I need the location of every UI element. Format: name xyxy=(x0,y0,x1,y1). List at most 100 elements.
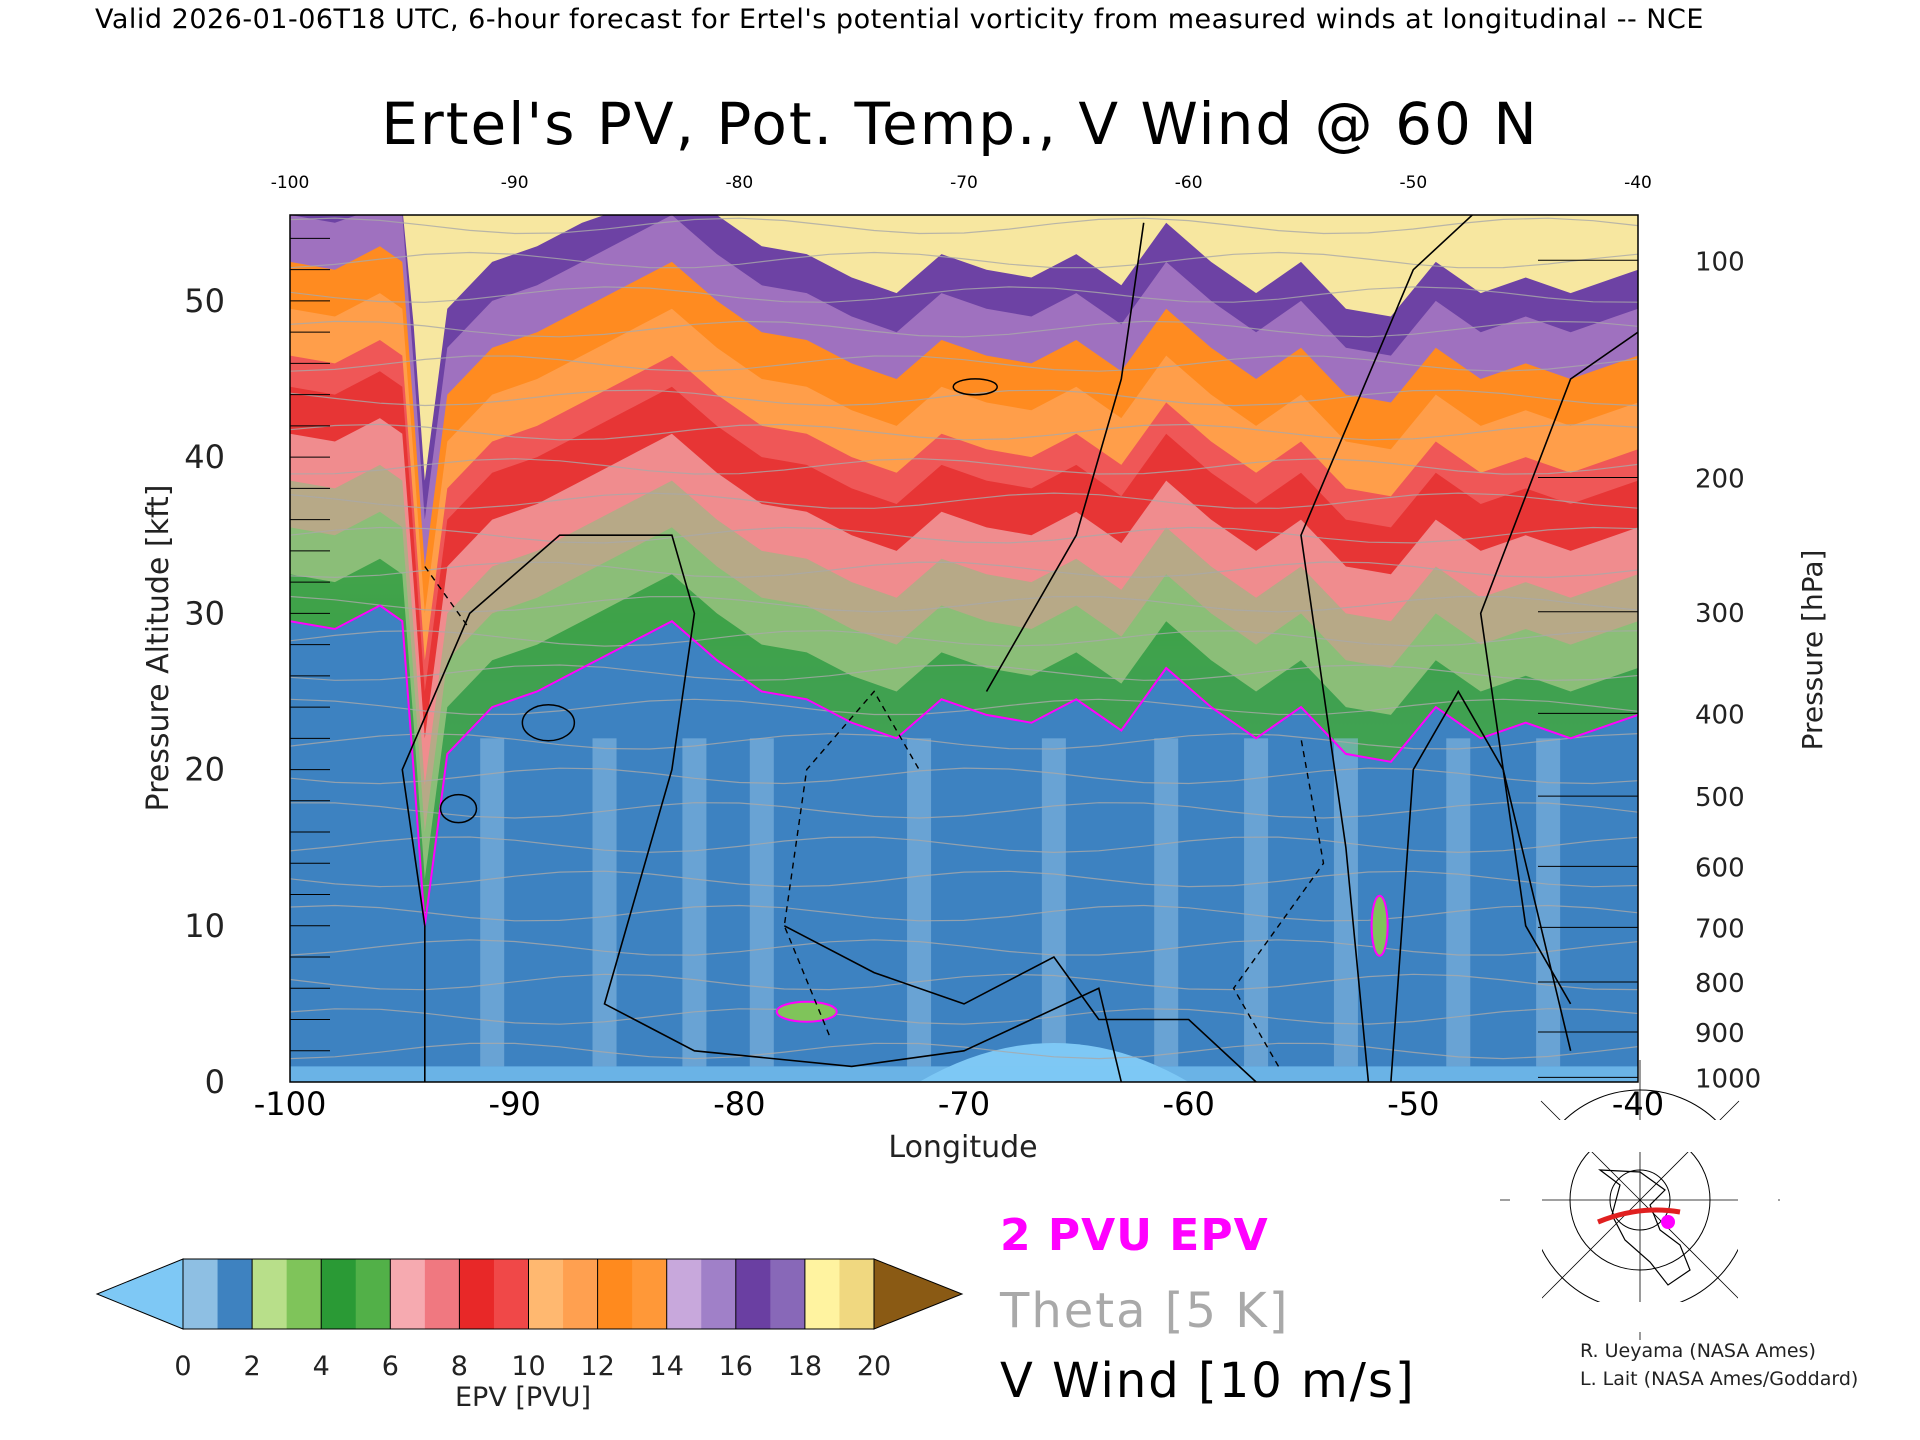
colorbar-swatch xyxy=(321,1259,357,1329)
colorbar-swatch xyxy=(459,1259,495,1329)
x-tick-label: -70 xyxy=(938,1085,990,1123)
theta-contour xyxy=(290,217,1638,235)
theta-contour xyxy=(290,664,1638,682)
v-wind-contour xyxy=(1300,215,1474,1082)
epv-streak xyxy=(592,738,617,1067)
top-x-tick-label: -40 xyxy=(1624,173,1652,193)
right-y-tick-label: 200 xyxy=(1695,464,1745,494)
v-wind-contour xyxy=(401,534,1123,1082)
plot-title: Ertel's PV, Pot. Temp., V Wind @ 60 N xyxy=(381,90,1539,158)
theta-contour xyxy=(290,698,1638,716)
colorbar-frame xyxy=(182,1258,875,1330)
colorbar-swatch xyxy=(770,1259,806,1329)
colorbar-tick-label: 0 xyxy=(174,1351,191,1382)
map-mask xyxy=(1510,1120,1770,1152)
epv-streak xyxy=(1154,738,1179,1067)
x-tick-label: -50 xyxy=(1387,1085,1439,1123)
v-wind-contour xyxy=(952,378,998,396)
theta-contour xyxy=(290,1042,1638,1060)
top-x-tick-label: -80 xyxy=(725,173,753,193)
x-tick-label: -80 xyxy=(713,1085,765,1123)
map-section-line xyxy=(1597,1207,1681,1225)
v-wind-contour xyxy=(521,703,576,742)
theta-contour xyxy=(290,836,1638,854)
colorbar-swatch xyxy=(493,1259,529,1329)
epv-streak xyxy=(907,738,932,1067)
x-tick-label: -60 xyxy=(1163,1085,1215,1123)
credit-line-1: R. Ueyama (NASA Ames) xyxy=(1580,1340,1816,1362)
epv-streak xyxy=(1446,738,1471,1067)
v-wind-contour xyxy=(1479,331,1638,1005)
top-x-tick-label: -60 xyxy=(1175,173,1203,193)
legend-theta: Theta [5 K] xyxy=(1000,1283,1290,1339)
colorbar-tick-label: 16 xyxy=(719,1351,753,1382)
colorbar-swatch xyxy=(252,1259,288,1329)
top-x-tick-label: -90 xyxy=(501,173,529,193)
theta-contour xyxy=(290,251,1638,269)
colorbar-swatch xyxy=(839,1259,875,1329)
colorbar-tick-label: 4 xyxy=(313,1351,330,1382)
colorbar-swatch xyxy=(666,1259,702,1329)
theta-contour xyxy=(290,904,1638,922)
x-axis-label: Longitude xyxy=(888,1130,1037,1165)
epv-band xyxy=(290,215,1638,520)
y-tick-label: 10 xyxy=(184,907,225,945)
y-axis-label-left: Pressure Altitude [kft] xyxy=(141,485,176,812)
colorbar-swatch xyxy=(355,1259,391,1329)
theta-contour xyxy=(290,1008,1638,1025)
right-y-tick-label: 900 xyxy=(1695,1019,1745,1049)
v-wind-contour xyxy=(1390,689,1572,1082)
theta-contour xyxy=(290,561,1638,579)
right-y-tick-label: 500 xyxy=(1695,783,1745,813)
y-tick-label: 50 xyxy=(184,282,225,320)
y-axis-label-right: Pressure [hPa] xyxy=(1796,550,1829,751)
epv-2pvu-contour xyxy=(290,604,1638,926)
colorbar-tick-label: 10 xyxy=(511,1351,545,1382)
locator-map xyxy=(1500,1060,1780,1340)
x-tick-label: -40 xyxy=(1612,1085,1664,1123)
colorbar-title: EPV [PVU] xyxy=(455,1382,591,1413)
map-mask xyxy=(1738,1120,1778,1330)
top-x-tick-label: -50 xyxy=(1399,173,1427,193)
x-tick-label: -90 xyxy=(489,1085,541,1123)
colorbar-tick-label: 2 xyxy=(244,1351,261,1382)
colorbar-under-arrow xyxy=(95,1258,184,1330)
colorbar-swatch xyxy=(424,1259,460,1329)
epv-2pvu-contour xyxy=(1370,894,1389,957)
epv-streak xyxy=(1536,738,1561,1067)
top-x-tick-label: -70 xyxy=(950,173,978,193)
colorbar-swatch xyxy=(183,1259,219,1329)
colorbar-swatch xyxy=(804,1259,840,1329)
theta-contour xyxy=(290,595,1638,613)
theta-contour xyxy=(290,355,1638,372)
colorbar-tick-label: 8 xyxy=(451,1351,468,1382)
map-mask xyxy=(1510,1302,1770,1332)
theta-contour xyxy=(290,973,1638,991)
map-location-marker xyxy=(1661,1215,1675,1229)
colorbar-tick-label: 14 xyxy=(650,1351,684,1382)
right-y-tick-label: 400 xyxy=(1695,700,1745,730)
epv-band xyxy=(290,215,1638,567)
theta-contour xyxy=(290,733,1638,750)
theta-contour xyxy=(290,939,1638,956)
troposphere-region xyxy=(290,605,1638,1082)
epv-streak xyxy=(1244,738,1269,1067)
colorbar-swatch xyxy=(390,1259,426,1329)
map-mask xyxy=(1510,1120,1542,1330)
colorbar-tick-label: 18 xyxy=(788,1351,822,1382)
map-meridian xyxy=(1540,1199,1641,1300)
theta-contour xyxy=(290,286,1638,303)
y-tick-label: 20 xyxy=(184,751,225,789)
theta-contour xyxy=(290,526,1638,544)
right-y-tick-label: 600 xyxy=(1695,853,1745,883)
y-tick-label: 40 xyxy=(184,438,225,476)
theta-contour xyxy=(290,630,1638,647)
colorbar-swatch xyxy=(563,1259,599,1329)
theta-contour xyxy=(290,802,1638,819)
v-wind-contour-negative xyxy=(783,690,920,1036)
epv-2pvu-contour xyxy=(775,1000,838,1023)
epv-streak xyxy=(1041,738,1066,1067)
y-tick-label: 0 xyxy=(205,1063,225,1101)
colorbar-swatch xyxy=(217,1259,253,1329)
credit-line-2: L. Lait (NASA Ames/Goddard) xyxy=(1580,1368,1859,1390)
